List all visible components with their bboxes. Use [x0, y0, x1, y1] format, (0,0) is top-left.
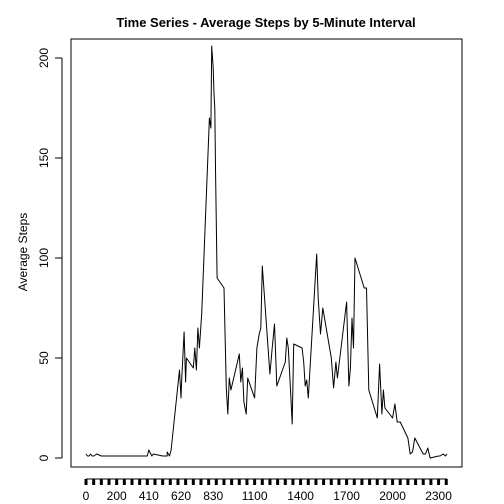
y-axis-label: Average Steps — [16, 213, 30, 292]
series-layer — [85, 45, 448, 459]
x-tick-label: 620 — [171, 489, 191, 503]
x-tick-label: 2000 — [379, 489, 406, 503]
y-tick-label: 200 — [37, 48, 51, 68]
plot-area — [70, 38, 463, 468]
x-tick-label: 1100 — [242, 489, 268, 503]
x-axis: 0 200 410 620 830 1100 1400 1700 2000 2300 — [83, 478, 452, 503]
x-tick-label: 0 — [83, 489, 90, 503]
x-tick-label: 1400 — [287, 489, 314, 503]
y-axis: 0 50 100 150 200 — [37, 48, 63, 461]
x-tick-label: 200 — [107, 489, 127, 503]
y-tick-label: 50 — [37, 351, 51, 365]
x-tick-label: 1700 — [333, 489, 360, 503]
y-tick-label: 150 — [37, 148, 51, 168]
y-tick-label: 0 — [37, 454, 51, 461]
x-tick-label: 2300 — [425, 489, 452, 503]
series-line — [85, 45, 448, 459]
y-tick-label: 100 — [37, 248, 51, 268]
x-tick-label: 410 — [139, 489, 159, 503]
plot-frame — [70, 38, 463, 468]
chart-title: Time Series - Average Steps by 5-Minute … — [116, 15, 415, 30]
x-tick-label: 830 — [203, 489, 223, 503]
